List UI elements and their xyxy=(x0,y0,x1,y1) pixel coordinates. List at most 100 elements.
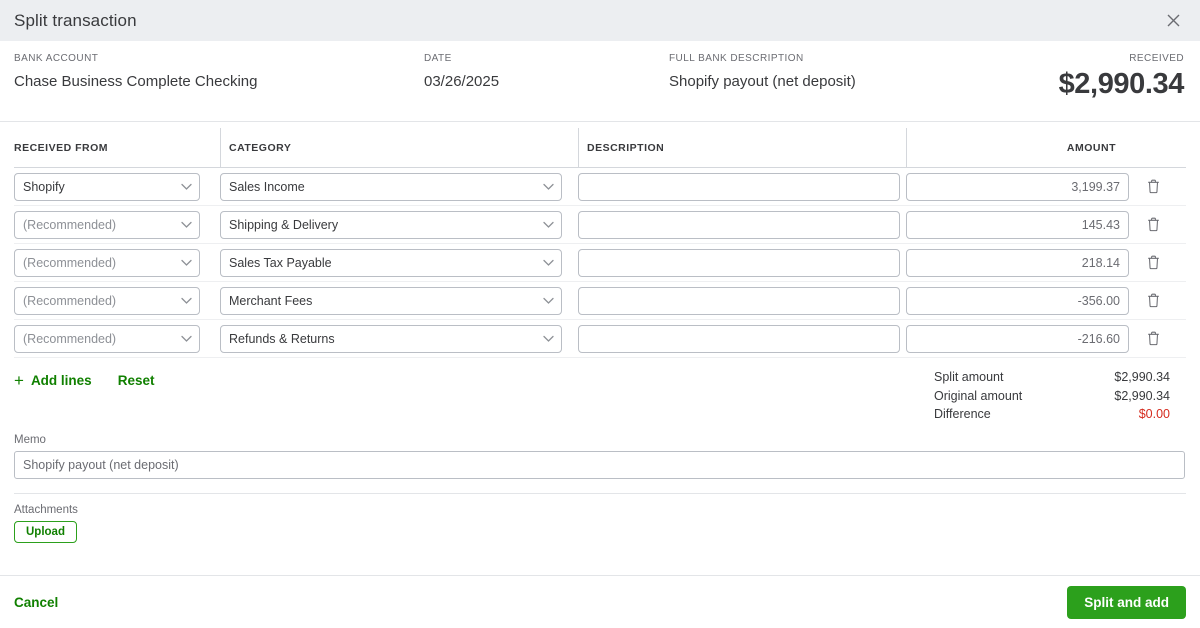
chevron-down-icon xyxy=(543,221,554,228)
description-input[interactable] xyxy=(578,172,900,201)
received-from-select[interactable]: Shopify xyxy=(14,172,200,201)
cell-description xyxy=(578,210,906,239)
category-value: Merchant Fees xyxy=(229,293,313,308)
attachments-label: Attachments xyxy=(14,503,78,516)
category-select[interactable]: Refunds & Returns xyxy=(220,324,562,353)
table-header-row: RECEIVED FROM CATEGORY DESCRIPTION AMOUN… xyxy=(14,127,1186,168)
transaction-summary: BANK ACCOUNT Chase Business Complete Che… xyxy=(0,41,1200,122)
description-input[interactable] xyxy=(578,210,900,239)
chevron-down-icon xyxy=(181,259,192,266)
trash-icon[interactable] xyxy=(1147,331,1160,346)
received-from-value: Shopify xyxy=(23,179,65,194)
received-amount: $2,990.34 xyxy=(1058,68,1185,100)
cell-description xyxy=(578,172,906,201)
dialog-titlebar: Split transaction xyxy=(0,0,1200,41)
amount-value: 218.14 xyxy=(1081,255,1120,270)
trash-icon[interactable] xyxy=(1147,179,1160,194)
summary-date: DATE 03/26/2025 xyxy=(424,53,669,90)
description-input[interactable] xyxy=(578,248,900,277)
received-from-value: (Recommended) xyxy=(23,331,117,346)
date-value: 03/26/2025 xyxy=(424,73,500,90)
cell-delete xyxy=(1132,255,1174,270)
category-value: Sales Income xyxy=(229,179,305,194)
cell-amount: -216.60 xyxy=(906,324,1132,353)
received-from-select[interactable]: (Recommended) xyxy=(14,210,200,239)
memo-section: Memo Shopify payout (net deposit) xyxy=(0,424,1200,479)
table-row: Shopify Sales Income 3,199.37 xyxy=(14,168,1186,206)
cell-category: Refunds & Returns xyxy=(220,324,578,353)
category-value: Refunds & Returns xyxy=(229,331,335,346)
column-header-description: DESCRIPTION xyxy=(578,127,906,168)
line-actions: + Add lines Reset xyxy=(14,368,154,389)
split-amount-label: Split amount xyxy=(934,370,1004,384)
section-divider xyxy=(14,492,1186,494)
plus-icon: + xyxy=(14,371,24,390)
category-select[interactable]: Sales Tax Payable xyxy=(220,248,562,277)
date-label: DATE xyxy=(424,53,452,64)
trash-icon[interactable] xyxy=(1147,293,1160,308)
add-lines-label: Add lines xyxy=(30,373,92,388)
add-lines-button[interactable]: + Add lines xyxy=(14,372,92,389)
chevron-down-icon xyxy=(543,335,554,342)
description-input[interactable] xyxy=(578,286,900,315)
chevron-down-icon xyxy=(181,183,192,190)
category-select[interactable]: Merchant Fees xyxy=(220,286,562,315)
category-value: Sales Tax Payable xyxy=(229,255,332,270)
close-icon[interactable] xyxy=(1160,8,1186,34)
chevron-down-icon xyxy=(181,297,192,304)
difference-value: $0.00 xyxy=(1138,407,1170,421)
amount-input[interactable]: 3,199.37 xyxy=(906,172,1129,201)
amount-input[interactable]: 145.43 xyxy=(906,210,1129,239)
received-from-select[interactable]: (Recommended) xyxy=(14,248,200,277)
trash-icon[interactable] xyxy=(1147,217,1160,232)
received-label: RECEIVED xyxy=(1129,53,1184,64)
column-header-received-from: RECEIVED FROM xyxy=(14,141,109,154)
reset-button[interactable]: Reset xyxy=(118,373,155,388)
amount-value: 3,199.37 xyxy=(1071,179,1120,194)
chevron-down-icon xyxy=(543,259,554,266)
bank-account-value: Chase Business Complete Checking xyxy=(14,73,258,90)
cell-description xyxy=(578,324,906,353)
amount-value: -356.00 xyxy=(1077,293,1120,308)
category-value: Shipping & Delivery xyxy=(229,217,339,232)
amount-input[interactable]: -216.60 xyxy=(906,324,1129,353)
memo-label: Memo xyxy=(14,433,46,446)
cell-received-from: (Recommended) xyxy=(14,248,220,277)
cell-received-from: (Recommended) xyxy=(14,324,220,353)
received-from-select[interactable]: (Recommended) xyxy=(14,286,200,315)
amount-value: 145.43 xyxy=(1081,217,1120,232)
attachments-section: Attachments Upload xyxy=(0,494,1200,543)
received-from-value: (Recommended) xyxy=(23,293,117,308)
trash-icon[interactable] xyxy=(1147,255,1160,270)
upload-button[interactable]: Upload xyxy=(14,520,77,543)
cell-delete xyxy=(1132,217,1174,232)
bank-account-label: BANK ACCOUNT xyxy=(14,53,99,64)
cell-amount: 218.14 xyxy=(906,248,1132,277)
cell-delete xyxy=(1132,293,1174,308)
upload-label: Upload xyxy=(26,525,65,538)
received-from-select[interactable]: (Recommended) xyxy=(14,324,200,353)
table-row: (Recommended) Sales Tax Payable 218.14 xyxy=(14,244,1186,282)
split-and-add-button[interactable]: Split and add xyxy=(1067,585,1186,619)
received-from-value: (Recommended) xyxy=(23,217,117,232)
memo-input[interactable]: Shopify payout (net deposit) xyxy=(14,450,1185,479)
category-select[interactable]: Sales Income xyxy=(220,172,562,201)
cell-amount: 145.43 xyxy=(906,210,1132,239)
cancel-button[interactable]: Cancel xyxy=(14,594,59,610)
bank-description-value: Shopify payout (net deposit) xyxy=(669,73,856,90)
category-select[interactable]: Shipping & Delivery xyxy=(220,210,562,239)
amount-input[interactable]: -356.00 xyxy=(906,286,1129,315)
amount-input[interactable]: 218.14 xyxy=(906,248,1129,277)
description-input[interactable] xyxy=(578,324,900,353)
cell-category: Sales Tax Payable xyxy=(220,248,578,277)
chevron-down-icon xyxy=(543,297,554,304)
totals-panel: Split amount $2,990.34 Original amount $… xyxy=(934,368,1186,424)
cell-amount: -356.00 xyxy=(906,286,1132,315)
split-amount-value: $2,990.34 xyxy=(1114,370,1170,384)
memo-value: Shopify payout (net deposit) xyxy=(23,457,179,472)
received-from-value: (Recommended) xyxy=(23,255,117,270)
cell-received-from: (Recommended) xyxy=(14,286,220,315)
cell-category: Sales Income xyxy=(220,172,578,201)
cell-received-from: Shopify xyxy=(14,172,220,201)
table-body: Shopify Sales Income 3,199.37 (Recommended)… xyxy=(14,168,1186,358)
